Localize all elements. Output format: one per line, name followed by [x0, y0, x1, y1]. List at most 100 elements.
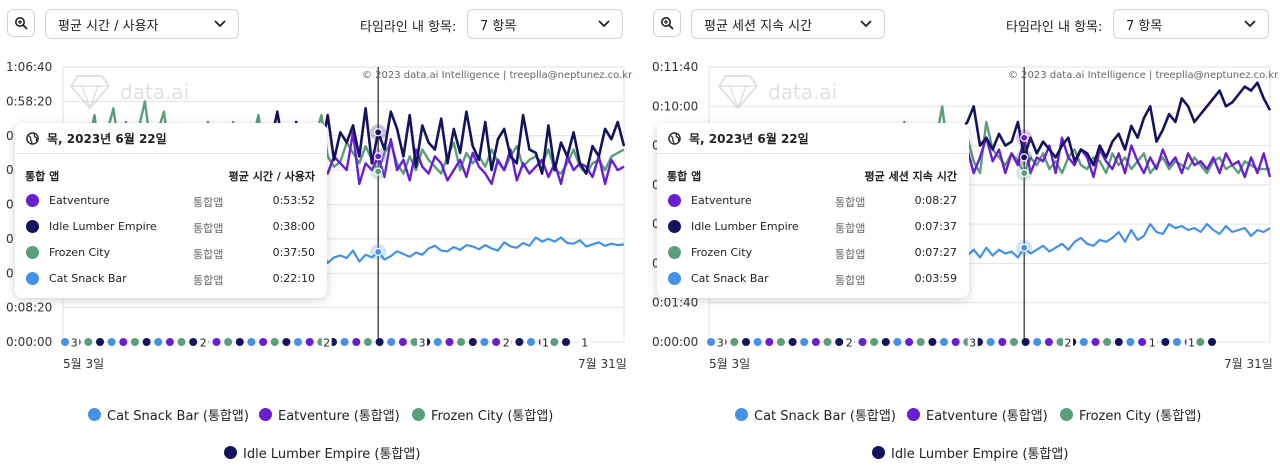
- item-count-select[interactable]: 7 항목: [467, 9, 623, 39]
- zoom-button[interactable]: [653, 9, 681, 37]
- legend-item-cat-snack-bar[interactable]: Cat Snack Bar (통합앱): [88, 405, 249, 424]
- event-marker[interactable]: [154, 338, 163, 346]
- event-marker[interactable]: [730, 338, 739, 346]
- event-marker-count[interactable]: 1: [1188, 337, 1195, 350]
- event-marker[interactable]: [765, 338, 774, 346]
- legend-item-frozen-city[interactable]: Frozen City (통합앱): [1060, 405, 1201, 424]
- event-marker[interactable]: [881, 338, 890, 346]
- event-marker[interactable]: [294, 338, 302, 346]
- event-marker-count[interactable]: 3: [969, 337, 976, 350]
- zoom-button[interactable]: [7, 9, 35, 37]
- event-marker[interactable]: [893, 338, 902, 346]
- legend-item-eatventure[interactable]: Eatventure (통합앱): [259, 405, 400, 424]
- event-marker[interactable]: [1044, 338, 1053, 346]
- event-marker[interactable]: [1033, 338, 1042, 346]
- event-marker[interactable]: [445, 338, 454, 346]
- event-marker[interactable]: [1103, 338, 1112, 346]
- event-marker[interactable]: [375, 338, 384, 346]
- legend-item-frozen-city[interactable]: Frozen City (통합앱): [412, 405, 553, 424]
- event-marker-count[interactable]: 2: [323, 337, 330, 350]
- event-marker[interactable]: [457, 338, 466, 346]
- event-marker[interactable]: [1091, 338, 1100, 346]
- legend-item-idle-lumber-empire[interactable]: Idle Lumber Empire (통합앱): [224, 443, 420, 462]
- event-marker[interactable]: [527, 338, 535, 346]
- event-marker[interactable]: [550, 338, 559, 346]
- event-marker[interactable]: [84, 338, 93, 346]
- event-marker[interactable]: [1114, 338, 1123, 346]
- event-marker[interactable]: [1161, 338, 1170, 346]
- event-marker[interactable]: [1126, 338, 1135, 346]
- event-marker[interactable]: [270, 338, 279, 346]
- event-marker[interactable]: [96, 338, 104, 346]
- event-marker-count[interactable]: 3: [419, 337, 426, 350]
- event-marker[interactable]: [986, 338, 995, 346]
- event-marker[interactable]: [1056, 338, 1065, 346]
- event-marker[interactable]: [212, 338, 221, 346]
- event-marker[interactable]: [235, 338, 244, 346]
- event-marker[interactable]: [142, 338, 151, 346]
- event-marker[interactable]: [1138, 338, 1147, 346]
- event-marker-count[interactable]: 3: [71, 337, 78, 350]
- event-marker[interactable]: [951, 338, 960, 346]
- event-marker-count[interactable]: 2: [200, 337, 207, 350]
- event-marker[interactable]: [480, 338, 489, 346]
- event-marker[interactable]: [363, 338, 372, 346]
- legend-item-idle-lumber-empire[interactable]: Idle Lumber Empire (통합앱): [872, 443, 1068, 462]
- event-marker[interactable]: [340, 338, 349, 346]
- event-marker-count[interactable]: 2: [1065, 337, 1072, 350]
- event-marker[interactable]: [905, 338, 914, 346]
- event-marker[interactable]: [165, 338, 174, 346]
- event-marker[interactable]: [130, 338, 139, 346]
- event-marker[interactable]: [562, 338, 570, 346]
- event-marker[interactable]: [1021, 338, 1030, 346]
- event-marker[interactable]: [259, 338, 268, 346]
- event-marker-count[interactable]: 3: [717, 337, 724, 350]
- event-marker[interactable]: [515, 338, 524, 346]
- event-marker[interactable]: [1196, 338, 1205, 346]
- event-marker[interactable]: [189, 338, 198, 346]
- event-marker-count[interactable]: 2: [503, 337, 510, 350]
- event-marker[interactable]: [119, 338, 128, 346]
- event-marker[interactable]: [998, 338, 1007, 346]
- event-marker[interactable]: [742, 338, 750, 346]
- event-marker[interactable]: [788, 338, 797, 346]
- legend-item-cat-snack-bar[interactable]: Cat Snack Bar (통합앱): [735, 405, 896, 424]
- event-marker[interactable]: [940, 338, 948, 346]
- event-marker[interactable]: [707, 338, 715, 346]
- event-marker[interactable]: [823, 338, 832, 346]
- event-marker[interactable]: [107, 338, 116, 346]
- legend-item-eatventure[interactable]: Eatventure (통합앱): [907, 405, 1048, 424]
- event-marker[interactable]: [1009, 338, 1018, 346]
- event-marker[interactable]: [398, 338, 407, 346]
- event-marker-count[interactable]: 1: [1149, 337, 1156, 350]
- event-marker-count[interactable]: 1: [581, 337, 588, 350]
- event-marker[interactable]: [1208, 338, 1216, 346]
- event-marker[interactable]: [247, 338, 256, 346]
- event-marker[interactable]: [870, 338, 879, 346]
- event-marker[interactable]: [916, 338, 925, 346]
- event-marker[interactable]: [433, 338, 442, 346]
- event-marker[interactable]: [177, 338, 186, 346]
- event-marker[interactable]: [1079, 338, 1088, 346]
- event-marker[interactable]: [1173, 338, 1181, 346]
- event-marker[interactable]: [835, 338, 844, 346]
- event-marker[interactable]: [928, 338, 937, 346]
- event-marker-count[interactable]: 2: [846, 337, 853, 350]
- event-marker[interactable]: [492, 338, 501, 346]
- event-marker[interactable]: [282, 338, 291, 346]
- event-marker[interactable]: [352, 338, 361, 346]
- event-marker[interactable]: [468, 338, 477, 346]
- event-marker[interactable]: [858, 338, 867, 346]
- event-marker[interactable]: [776, 338, 785, 346]
- event-marker[interactable]: [811, 338, 820, 346]
- item-count-select[interactable]: 7 항목: [1113, 9, 1269, 39]
- event-marker[interactable]: [753, 338, 762, 346]
- event-marker[interactable]: [61, 338, 69, 346]
- event-marker[interactable]: [410, 338, 419, 346]
- event-marker[interactable]: [224, 338, 233, 346]
- event-marker[interactable]: [800, 338, 809, 346]
- event-marker-count[interactable]: 1: [542, 337, 549, 350]
- metric-select[interactable]: 평균 시간 / 사용자: [45, 9, 239, 39]
- event-marker[interactable]: [305, 338, 314, 346]
- event-marker[interactable]: [387, 338, 396, 346]
